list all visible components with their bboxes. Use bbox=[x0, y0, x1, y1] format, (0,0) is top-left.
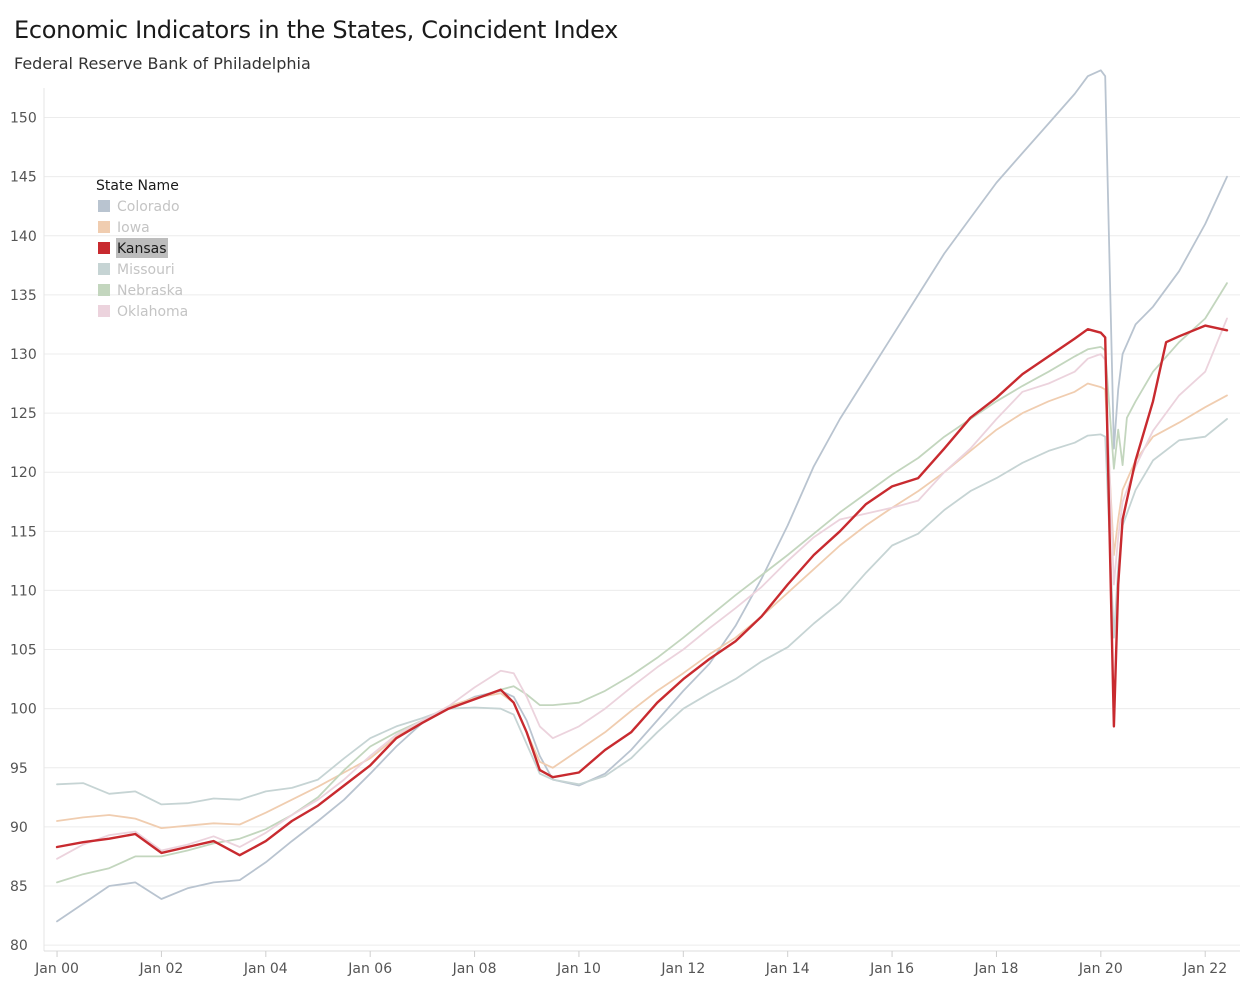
legend-swatch bbox=[98, 200, 110, 212]
legend-swatch bbox=[98, 305, 110, 317]
series-lines bbox=[55, 69, 1229, 923]
x-tick-label: Jan 16 bbox=[869, 961, 914, 977]
x-tick-label: Jan 06 bbox=[347, 961, 392, 977]
x-tick-label: Jan 22 bbox=[1182, 961, 1227, 977]
legend: State Name Colorado Iowa Kansas Missouri Nebr… bbox=[96, 178, 188, 320]
chart-subtitle: Federal Reserve Bank of Philadelphia bbox=[14, 54, 311, 73]
series-line-missouri[interactable] bbox=[56, 418, 1228, 806]
legend-swatch bbox=[98, 263, 110, 275]
y-tick-label: 105 bbox=[10, 643, 37, 659]
x-tick-label: Jan 00 bbox=[34, 961, 79, 977]
legend-label: Kansas bbox=[117, 241, 167, 257]
legend-label: Nebraska bbox=[117, 283, 183, 299]
series-line-oklahoma[interactable] bbox=[56, 317, 1228, 860]
series-line-iowa[interactable] bbox=[56, 382, 1228, 829]
x-tick-label: Jan 10 bbox=[556, 961, 601, 977]
x-tick-label: Jan 02 bbox=[138, 961, 183, 977]
series-line-colorado[interactable] bbox=[56, 69, 1228, 923]
y-tick-label: 115 bbox=[10, 524, 37, 540]
legend-highlight bbox=[116, 238, 168, 258]
y-tick-label: 80 bbox=[10, 938, 28, 954]
legend-label: Oklahoma bbox=[117, 304, 188, 320]
legend-item-nebraska[interactable]: Nebraska bbox=[98, 283, 183, 299]
series-line-kansas[interactable] bbox=[55, 324, 1229, 857]
y-tick-label: 110 bbox=[10, 583, 37, 599]
y-tick-label: 135 bbox=[10, 288, 37, 304]
legend-item-missouri[interactable]: Missouri bbox=[98, 262, 175, 278]
y-tick-label: 140 bbox=[10, 229, 37, 245]
legend-item-kansas[interactable]: Kansas bbox=[98, 238, 168, 258]
legend-swatch bbox=[98, 284, 110, 296]
chart-title: Economic Indicators in the States, Coinc… bbox=[14, 16, 619, 44]
legend-swatch bbox=[98, 221, 110, 233]
y-tick-label: 150 bbox=[10, 111, 37, 127]
y-tick-label: 100 bbox=[10, 702, 37, 718]
x-tick-label: Jan 04 bbox=[243, 961, 288, 977]
series-line-nebraska[interactable] bbox=[56, 282, 1228, 884]
legend-label: Colorado bbox=[117, 199, 180, 215]
x-tick-label: Jan 18 bbox=[974, 961, 1019, 977]
legend-label: Missouri bbox=[117, 262, 175, 278]
y-tick-label: 120 bbox=[10, 465, 37, 481]
legend-title: State Name bbox=[96, 178, 179, 194]
y-tick-label: 90 bbox=[10, 820, 28, 836]
legend-item-colorado[interactable]: Colorado bbox=[98, 199, 180, 215]
x-tick-label: Jan 14 bbox=[765, 961, 810, 977]
legend-item-oklahoma[interactable]: Oklahoma bbox=[98, 304, 188, 320]
x-tick-label: Jan 12 bbox=[660, 961, 705, 977]
legend-swatch bbox=[98, 242, 110, 254]
x-tick-label: Jan 08 bbox=[452, 961, 497, 977]
legend-label: Iowa bbox=[117, 220, 150, 236]
y-tick-label: 130 bbox=[10, 347, 37, 363]
x-tick-label: Jan 20 bbox=[1078, 961, 1123, 977]
y-tick-label: 85 bbox=[10, 879, 28, 895]
gridlines bbox=[44, 117, 1240, 946]
legend-item-iowa[interactable]: Iowa bbox=[98, 220, 150, 236]
y-tick-label: 125 bbox=[10, 406, 37, 422]
axes: 80 85 90 95 100 105 110 115 120 125 130 135 140 145 15… bbox=[10, 88, 1240, 977]
y-tick-label: 145 bbox=[10, 170, 37, 186]
y-tick-label: 95 bbox=[10, 761, 28, 777]
